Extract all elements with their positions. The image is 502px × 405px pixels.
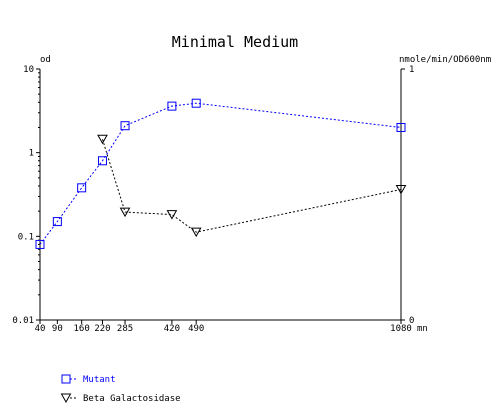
series-point (191, 98, 201, 108)
left-tick-label: 0.1 (18, 232, 34, 242)
right-axis-ticks: 10 (401, 65, 414, 326)
series-point (396, 122, 406, 132)
x-tick-label: 1080 (390, 324, 412, 334)
left-axis-label: od (40, 55, 51, 65)
series-point (166, 210, 178, 220)
legend-beta-galactosidase-marker (60, 393, 78, 404)
series-point (395, 184, 407, 195)
series-point (120, 121, 130, 131)
series-point (97, 134, 108, 145)
x-tick-label: 490 (188, 324, 204, 334)
legend-mutant-label: Mutant (83, 375, 116, 385)
legend: Mutant Beta Galactosidase (60, 374, 181, 404)
series-point (97, 156, 107, 166)
x-tick-label: 40 (35, 324, 46, 334)
left-axis-ticks: 10 1 0.1 0.01 (12, 65, 40, 326)
x-tick-label: 285 (117, 324, 133, 334)
series-layer (35, 98, 407, 249)
series-point (35, 239, 45, 249)
axes (39, 69, 402, 321)
x-tick-label: 220 (94, 324, 110, 334)
legend-triangle-marker (60, 393, 72, 404)
legend-beta-galactosidase-label: Beta Galactosidase (83, 394, 181, 404)
x-tick-label: 90 (52, 324, 63, 334)
series-line (39, 102, 402, 245)
series-point (77, 183, 87, 193)
series-point (52, 217, 62, 227)
right-tick-label: 1 (409, 65, 414, 75)
legend-mutant-marker (61, 374, 78, 384)
series-point (190, 227, 202, 238)
left-tick-label: 1 (29, 149, 34, 159)
chart-title: Minimal Medium (172, 33, 298, 51)
x-axis-ticks: 40 90 160 220 285 420 490 1080 (35, 320, 412, 334)
x-axis-unit: mn (417, 324, 428, 334)
left-tick-label: 10 (23, 65, 34, 75)
legend-square-marker (61, 374, 71, 384)
series-point (119, 207, 131, 218)
series-line (102, 139, 402, 233)
x-tick-label: 420 (164, 324, 180, 334)
right-axis-label: nmole/min/OD600nm (399, 55, 491, 65)
x-tick-label: 160 (74, 324, 90, 334)
series-point (167, 101, 177, 111)
right-tick-label: 0 (409, 316, 414, 326)
left-tick-label: 0.01 (12, 316, 34, 326)
